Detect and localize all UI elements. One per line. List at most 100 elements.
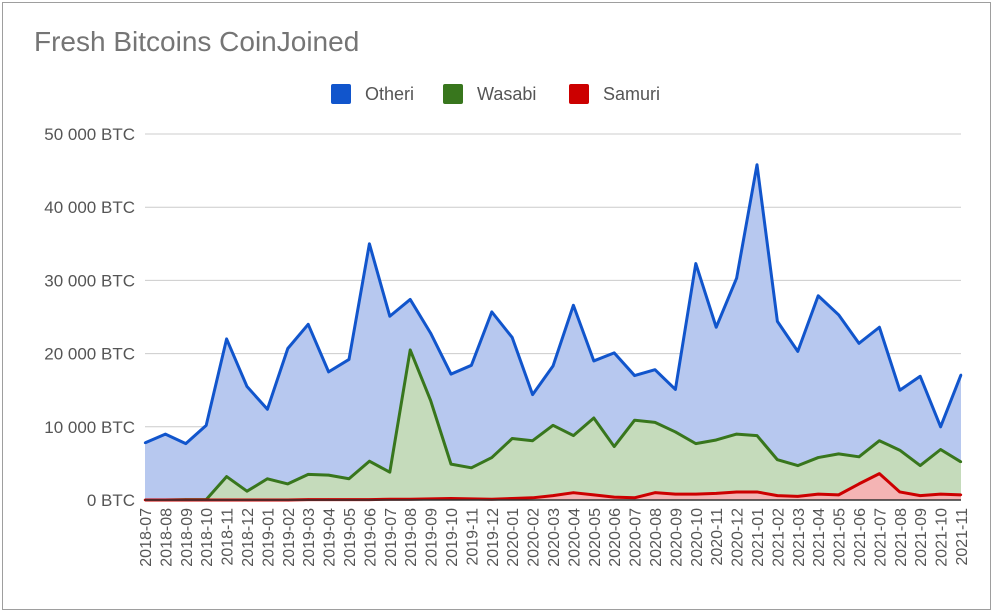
data-point-wasabi (817, 456, 820, 459)
data-point-otheri (817, 294, 820, 297)
data-point-otheri (205, 424, 208, 427)
y-tick-label: 40 000 BTC (44, 198, 135, 217)
legend-label-samuri: Samuri (603, 83, 661, 104)
data-point-otheri (286, 347, 289, 350)
data-point-otheri (429, 331, 432, 335)
data-point-wasabi (409, 348, 412, 352)
data-point-otheri (674, 388, 677, 391)
data-point-otheri (388, 315, 391, 318)
data-point-otheri (613, 351, 616, 355)
x-tick-label: 2020-03 (546, 508, 563, 567)
data-point-samuri (715, 492, 718, 495)
x-tick-label: 2018-10 (199, 508, 216, 567)
data-point-samuri (511, 497, 514, 500)
x-tick-label: 2021-11 (954, 508, 971, 566)
data-point-wasabi (266, 477, 269, 480)
x-tick-label: 2019-07 (383, 508, 400, 567)
data-point-samuri (735, 490, 738, 494)
x-tick-label: 2021-08 (893, 508, 910, 567)
data-point-otheri (898, 389, 901, 392)
data-point-wasabi (592, 416, 595, 420)
x-tick-label: 2019-12 (485, 508, 502, 567)
x-tick-label: 2020-04 (566, 508, 583, 567)
data-point-wasabi (694, 442, 697, 445)
x-tick-label: 2020-02 (526, 508, 543, 567)
x-tick-label: 2020-01 (505, 508, 522, 567)
x-tick-label: 2021-10 (934, 508, 951, 567)
data-point-wasabi (674, 430, 677, 434)
data-point-otheri (307, 323, 310, 326)
legend-item-samuri: Samuri (569, 83, 660, 105)
x-tick-label: 2019-06 (362, 508, 379, 567)
data-point-samuri (449, 497, 453, 500)
data-point-otheri (409, 298, 412, 301)
chart-title: Fresh Bitcoins CoinJoined (34, 26, 360, 57)
data-point-wasabi (735, 432, 738, 436)
data-point-otheri (959, 373, 963, 377)
data-point-otheri (225, 337, 228, 341)
data-point-otheri (796, 350, 799, 353)
data-point-wasabi (919, 464, 922, 467)
x-tick-label: 2021-02 (770, 508, 787, 567)
data-point-wasabi (347, 477, 351, 480)
x-tick-label: 2021-07 (872, 508, 889, 567)
data-point-samuri (796, 495, 799, 498)
x-tick-label: 2019-11 (464, 508, 481, 566)
data-point-wasabi (796, 464, 799, 467)
data-point-samuri (919, 494, 922, 497)
data-point-otheri (919, 375, 922, 378)
data-point-wasabi (368, 460, 371, 463)
data-point-wasabi (511, 437, 514, 440)
data-point-wasabi (429, 399, 432, 402)
data-point-samuri (653, 491, 657, 494)
data-point-wasabi (857, 455, 861, 459)
data-point-otheri (470, 364, 473, 367)
data-point-wasabi (572, 434, 575, 437)
data-point-otheri (572, 304, 575, 307)
x-tick-label: 2018-09 (179, 508, 196, 567)
x-tick-label: 2020-06 (607, 508, 624, 567)
data-point-wasabi (776, 458, 779, 461)
y-tick-label: 30 000 BTC (44, 271, 135, 290)
data-point-samuri (531, 496, 534, 500)
data-point-wasabi (939, 448, 942, 451)
data-point-wasabi (225, 475, 228, 478)
x-tick-label: 2021-05 (832, 508, 849, 567)
x-tick-label: 2019-10 (444, 508, 461, 567)
x-tick-label: 2020-11 (709, 508, 726, 566)
data-point-otheri (735, 277, 738, 280)
legend-label-otheri: Otheri (365, 83, 415, 104)
data-point-otheri (776, 320, 779, 323)
x-tick-label: 2020-08 (648, 508, 665, 567)
x-tick-label: 2021-09 (913, 508, 930, 567)
data-point-otheri (449, 372, 453, 376)
data-point-otheri (531, 393, 534, 396)
x-tick-label: 2018-07 (138, 508, 155, 567)
data-point-samuri (898, 490, 901, 494)
data-point-otheri (368, 242, 371, 245)
y-tick-label: 0 BTC (87, 491, 135, 510)
x-tick-label: 2018-11 (220, 508, 237, 566)
x-tick-label: 2018-12 (240, 508, 257, 567)
data-point-otheri (755, 163, 759, 166)
data-point-wasabi (633, 419, 636, 422)
legend-item-otheri: Otheri (331, 83, 414, 105)
series-area-otheri (145, 164, 961, 500)
data-point-otheri (837, 313, 840, 317)
data-point-samuri (551, 494, 555, 497)
legend-swatch-wasabi (443, 84, 463, 104)
data-point-wasabi (898, 449, 901, 452)
x-tick-label: 2020-05 (587, 508, 604, 567)
legend-item-wasabi: Wasabi (443, 83, 536, 105)
x-tick-label: 2021-03 (791, 508, 808, 567)
data-point-wasabi (490, 456, 493, 459)
data-point-otheri (694, 262, 697, 265)
x-tick-label: 2020-09 (668, 508, 685, 567)
data-point-otheri (245, 385, 249, 388)
data-point-wasabi (878, 439, 881, 442)
legend-swatch-samuri (569, 84, 589, 104)
data-point-samuri (674, 492, 677, 496)
data-point-wasabi (307, 473, 310, 476)
